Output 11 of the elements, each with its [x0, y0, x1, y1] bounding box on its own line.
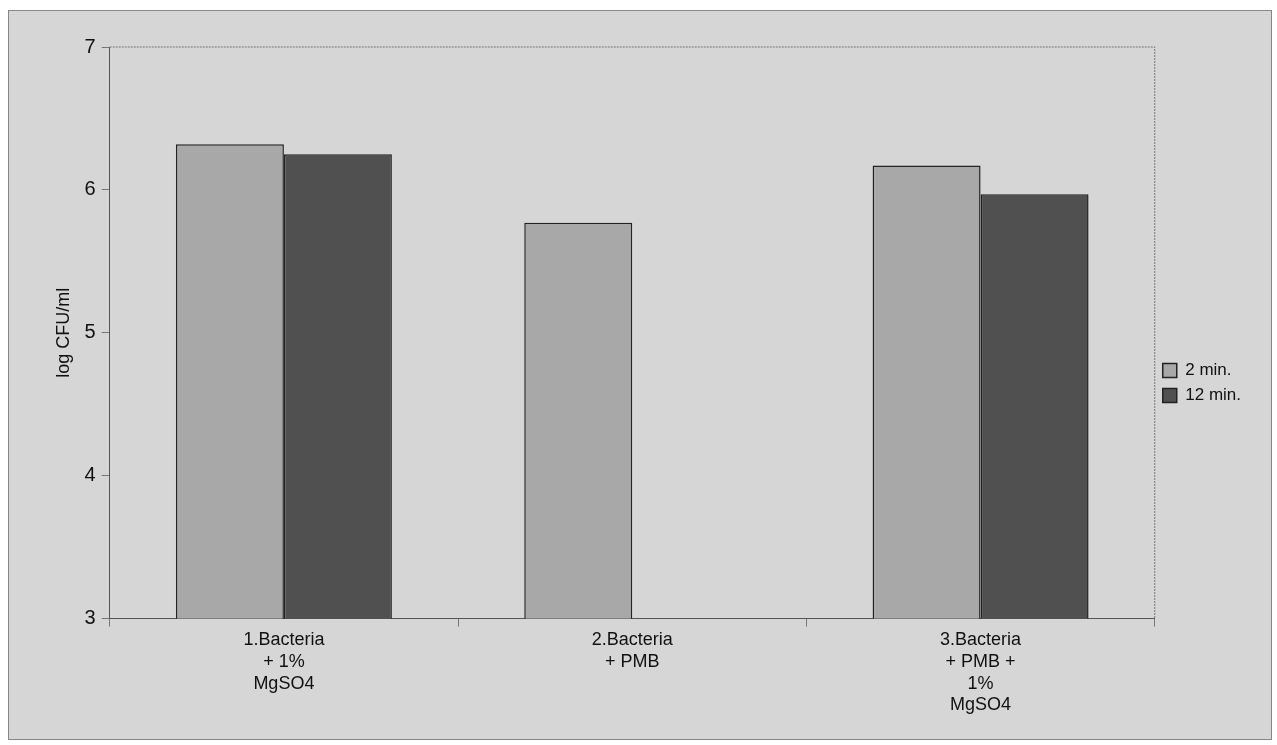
x-tick-label: 2.Bacteria + PMB [591, 629, 674, 671]
y-tick-label: 5 [84, 320, 96, 343]
legend-label: 12 min. [1185, 385, 1241, 405]
x-tick-label: 1.Bacteria + 1% MgSO4 [243, 629, 326, 693]
y-axis-title: log CFU/ml [52, 287, 73, 378]
y-tick-label: 7 [84, 34, 96, 57]
y-tick-label: 4 [84, 463, 96, 486]
y-tick-label: 6 [84, 177, 96, 200]
x-tick-label: 3.Bacteria + PMB + 1% MgSO4 [940, 629, 1023, 715]
legend-label: 2 min. [1185, 360, 1232, 380]
y-tick-label: 3 [84, 606, 96, 629]
